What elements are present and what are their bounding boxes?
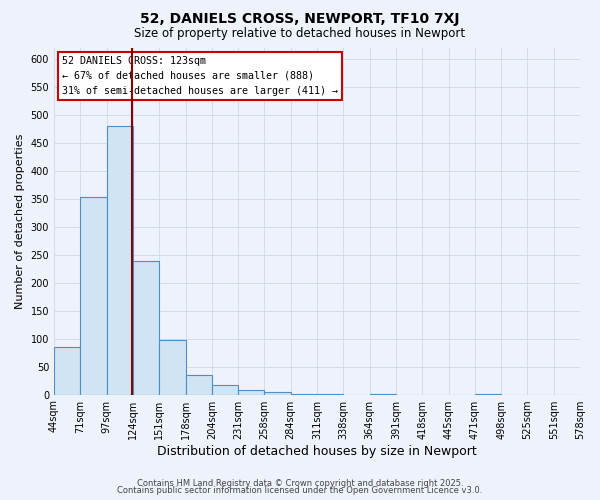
X-axis label: Distribution of detached houses by size in Newport: Distribution of detached houses by size … [157, 444, 477, 458]
Text: Contains public sector information licensed under the Open Government Licence v3: Contains public sector information licen… [118, 486, 482, 495]
Bar [80, 197, 107, 394]
Text: 52 DANIELS CROSS: 123sqm
← 67% of detached houses are smaller (888)
31% of semi-: 52 DANIELS CROSS: 123sqm ← 67% of detach… [62, 56, 338, 96]
Bar [54, 347, 80, 395]
Bar [238, 390, 265, 394]
Bar [107, 126, 133, 394]
Text: 52, DANIELS CROSS, NEWPORT, TF10 7XJ: 52, DANIELS CROSS, NEWPORT, TF10 7XJ [140, 12, 460, 26]
Bar [185, 375, 212, 394]
Bar [159, 340, 185, 394]
Bar [265, 392, 291, 394]
Bar [133, 262, 159, 394]
Text: Size of property relative to detached houses in Newport: Size of property relative to detached ho… [134, 28, 466, 40]
Y-axis label: Number of detached properties: Number of detached properties [15, 134, 25, 308]
Text: Contains HM Land Registry data © Crown copyright and database right 2025.: Contains HM Land Registry data © Crown c… [137, 478, 463, 488]
Bar [212, 384, 238, 394]
